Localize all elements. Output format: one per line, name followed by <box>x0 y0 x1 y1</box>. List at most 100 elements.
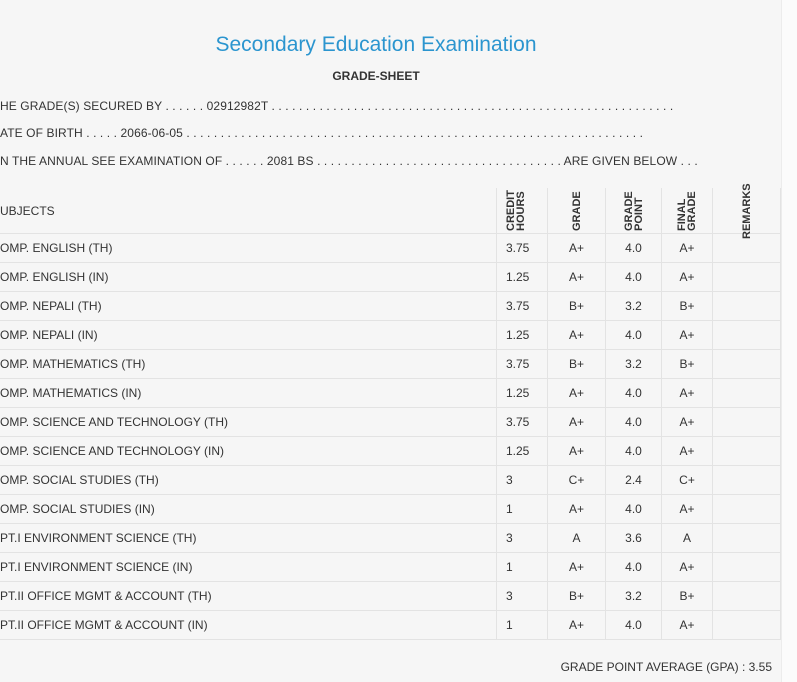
grade-cell-text: 4.0 <box>625 415 642 429</box>
grade-cell: A+ <box>662 553 713 582</box>
grade-cell: B+ <box>548 350 606 379</box>
grade-cell-text: 1.25 <box>506 444 530 458</box>
grade-cell: C+ <box>662 466 713 495</box>
grade-cell: 3.75 <box>497 350 548 379</box>
header-cell: GRADE POINT <box>606 188 662 234</box>
grade-cell: 4.0 <box>606 234 662 263</box>
grade-cell: 1.25 <box>497 321 548 350</box>
subject-cell-text: OMP. SCIENCE AND TECHNOLOGY (TH) <box>0 415 229 429</box>
grade-cell: A+ <box>662 611 713 640</box>
subject-cell: OMP. MATHEMATICS (IN) <box>0 379 497 408</box>
grade-cell: A+ <box>548 321 606 350</box>
grade-cell: B+ <box>662 582 713 611</box>
remarks-cell <box>713 350 781 379</box>
grade-cell-text: 3.75 <box>506 299 530 313</box>
grade-cell-text: A <box>572 531 581 545</box>
grade-cell: A+ <box>662 234 713 263</box>
grade-cell-text: 4.0 <box>625 618 642 632</box>
header-cell-text: FINAL GRADE <box>676 190 698 231</box>
subject-cell: OMP. SOCIAL STUDIES (TH) <box>0 466 497 495</box>
subject-cell: OMP. MATHEMATICS (TH) <box>0 350 497 379</box>
grade-cell: 4.0 <box>606 263 662 292</box>
grade-cell-text: A+ <box>679 328 695 342</box>
remarks-cell <box>713 611 781 640</box>
info-line: N THE ANNUAL SEE EXAMINATION OF . . . . … <box>0 154 698 168</box>
grade-cell-text: 3.2 <box>625 589 642 603</box>
grade-cell-text: 3.75 <box>506 241 530 255</box>
grade-cell: A+ <box>548 408 606 437</box>
grade-cell-text: C+ <box>568 473 585 487</box>
remarks-cell <box>713 379 781 408</box>
grade-cell: 1.25 <box>497 437 548 466</box>
grade-cell: 4.0 <box>606 553 662 582</box>
remarks-cell <box>713 495 781 524</box>
grade-cell: 2.4 <box>606 466 662 495</box>
remarks-cell <box>713 582 781 611</box>
info-line: ATE OF BIRTH . . . . . 2066-06-05 . . . … <box>0 126 644 140</box>
subject-cell: OMP. NEPALI (IN) <box>0 321 497 350</box>
grade-cell-text: A+ <box>568 415 584 429</box>
remarks-cell <box>713 466 781 495</box>
grade-cell-text: B+ <box>679 357 695 371</box>
subject-cell: OMP. NEPALI (TH) <box>0 292 497 321</box>
subject-cell-text: OMP. MATHEMATICS (TH) <box>0 357 146 371</box>
header-cell-text: GRADE <box>570 190 583 231</box>
subtitle: GRADE-SHEET <box>332 69 420 83</box>
subject-cell: PT.I ENVIRONMENT SCIENCE (TH) <box>0 524 497 553</box>
subject-cell-text: OMP. ENGLISH (IN) <box>0 270 109 284</box>
grade-cell-text: A+ <box>679 560 695 574</box>
grade-cell: A+ <box>662 408 713 437</box>
scroll-gutter <box>781 0 797 682</box>
grade-cell-text: A+ <box>679 415 695 429</box>
grade-cell-text: A+ <box>568 502 584 516</box>
grade-cell: A+ <box>662 263 713 292</box>
grade-cell-text: B+ <box>568 589 584 603</box>
grade-cell-text: 2.4 <box>625 473 642 487</box>
subject-cell: PT.I ENVIRONMENT SCIENCE (IN) <box>0 553 497 582</box>
remarks-cell <box>713 321 781 350</box>
header-cell: CREDIT HOURS <box>497 188 548 234</box>
grade-cell-text: A+ <box>568 328 584 342</box>
subject-cell-text: OMP. SOCIAL STUDIES (IN) <box>0 502 155 516</box>
header-cell: UBJECTS <box>0 188 497 234</box>
remarks-cell <box>713 234 781 263</box>
grade-cell: A+ <box>548 553 606 582</box>
header-cell-text: REMARKS <box>740 182 753 239</box>
subject-cell-text: OMP. MATHEMATICS (IN) <box>0 386 142 400</box>
subject-cell: OMP. ENGLISH (TH) <box>0 234 497 263</box>
grade-cell: B+ <box>662 350 713 379</box>
grade-cell-text: A+ <box>568 241 584 255</box>
remarks-cell <box>713 292 781 321</box>
grade-cell: 4.0 <box>606 321 662 350</box>
grade-cell-text: C+ <box>679 473 695 487</box>
grade-cell: 3.2 <box>606 350 662 379</box>
grade-cell: 1 <box>497 495 548 524</box>
grade-cell: 3.75 <box>497 292 548 321</box>
subject-cell-text: OMP. NEPALI (TH) <box>0 299 102 313</box>
grade-cell: 3.75 <box>497 408 548 437</box>
subject-cell-text: PT.II OFFICE MGMT & ACCOUNT (TH) <box>0 589 212 603</box>
remarks-cell <box>713 553 781 582</box>
grade-cell: A+ <box>548 379 606 408</box>
header-cell: FINAL GRADE <box>662 188 713 234</box>
gpa: GRADE POINT AVERAGE (GPA) : 3.55 <box>560 660 772 674</box>
grade-cell-text: A+ <box>679 386 695 400</box>
title: Secondary Education Examination <box>215 33 537 56</box>
grade-cell: 4.0 <box>606 379 662 408</box>
grade-cell: B+ <box>548 292 606 321</box>
grade-cell-text: A+ <box>568 560 584 574</box>
grade-cell-text: 3.2 <box>625 299 642 313</box>
subject-cell-text: OMP. ENGLISH (TH) <box>0 241 113 255</box>
grade-cell: 4.0 <box>606 611 662 640</box>
grade-cell-text: A <box>682 531 691 545</box>
grade-cell-text: A+ <box>568 444 584 458</box>
grade-cell: 3 <box>497 524 548 553</box>
grade-cell-text: 4.0 <box>625 502 642 516</box>
grade-cell: C+ <box>548 466 606 495</box>
grade-cell-text: A+ <box>679 241 695 255</box>
grade-cell: A+ <box>548 611 606 640</box>
subject-cell: OMP. SCIENCE AND TECHNOLOGY (TH) <box>0 408 497 437</box>
grade-cell-text: A+ <box>679 444 695 458</box>
grade-cell: A+ <box>662 379 713 408</box>
